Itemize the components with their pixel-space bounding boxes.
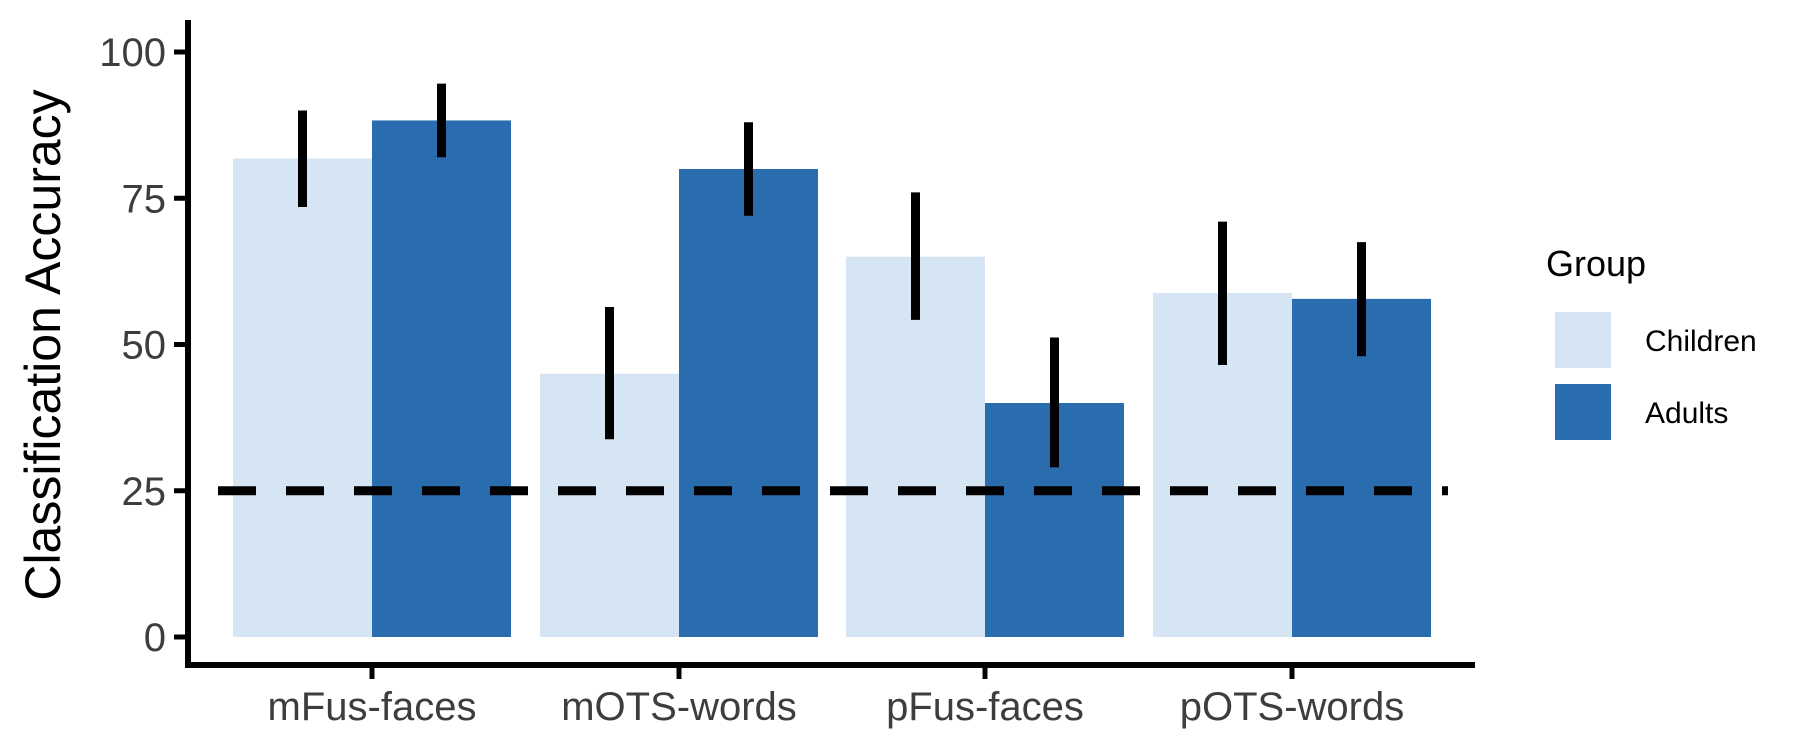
y-tick-label: 100 <box>99 31 166 75</box>
y-axis-title: Classification Accuracy <box>15 89 71 600</box>
y-tick-label: 50 <box>122 324 167 368</box>
legend: Group Children Adults <box>1546 243 1757 440</box>
bar-children-mfus-faces <box>233 158 372 637</box>
bar-children-pfus-faces <box>846 256 985 637</box>
y-tick-label: 0 <box>144 616 166 660</box>
x-ticks: mFus-faces mOTS-words pFus-faces pOTS-words <box>268 665 1405 729</box>
legend-item-children: Children <box>1555 312 1757 368</box>
legend-label: Adults <box>1645 397 1728 430</box>
legend-items: Children Adults <box>1555 312 1757 440</box>
legend-swatch <box>1555 312 1611 368</box>
legend-label: Children <box>1645 325 1757 358</box>
legend-title: Group <box>1546 243 1646 284</box>
bar-adults-mfus-faces <box>372 120 511 637</box>
y-tick-label: 75 <box>122 177 167 221</box>
bars-layer <box>233 120 1431 637</box>
legend-item-adults: Adults <box>1555 384 1728 440</box>
error-bars-layer <box>298 83 1366 468</box>
bar-adults-mots-words <box>679 169 818 637</box>
x-tick-label: pOTS-words <box>1180 685 1405 729</box>
x-tick-label: mOTS-words <box>561 685 797 729</box>
y-ticks: 0 25 50 75 100 <box>99 31 188 660</box>
x-tick-label: pFus-faces <box>886 685 1084 729</box>
x-tick-label: mFus-faces <box>268 685 477 729</box>
y-tick-label: 25 <box>122 470 167 514</box>
legend-swatch <box>1555 384 1611 440</box>
